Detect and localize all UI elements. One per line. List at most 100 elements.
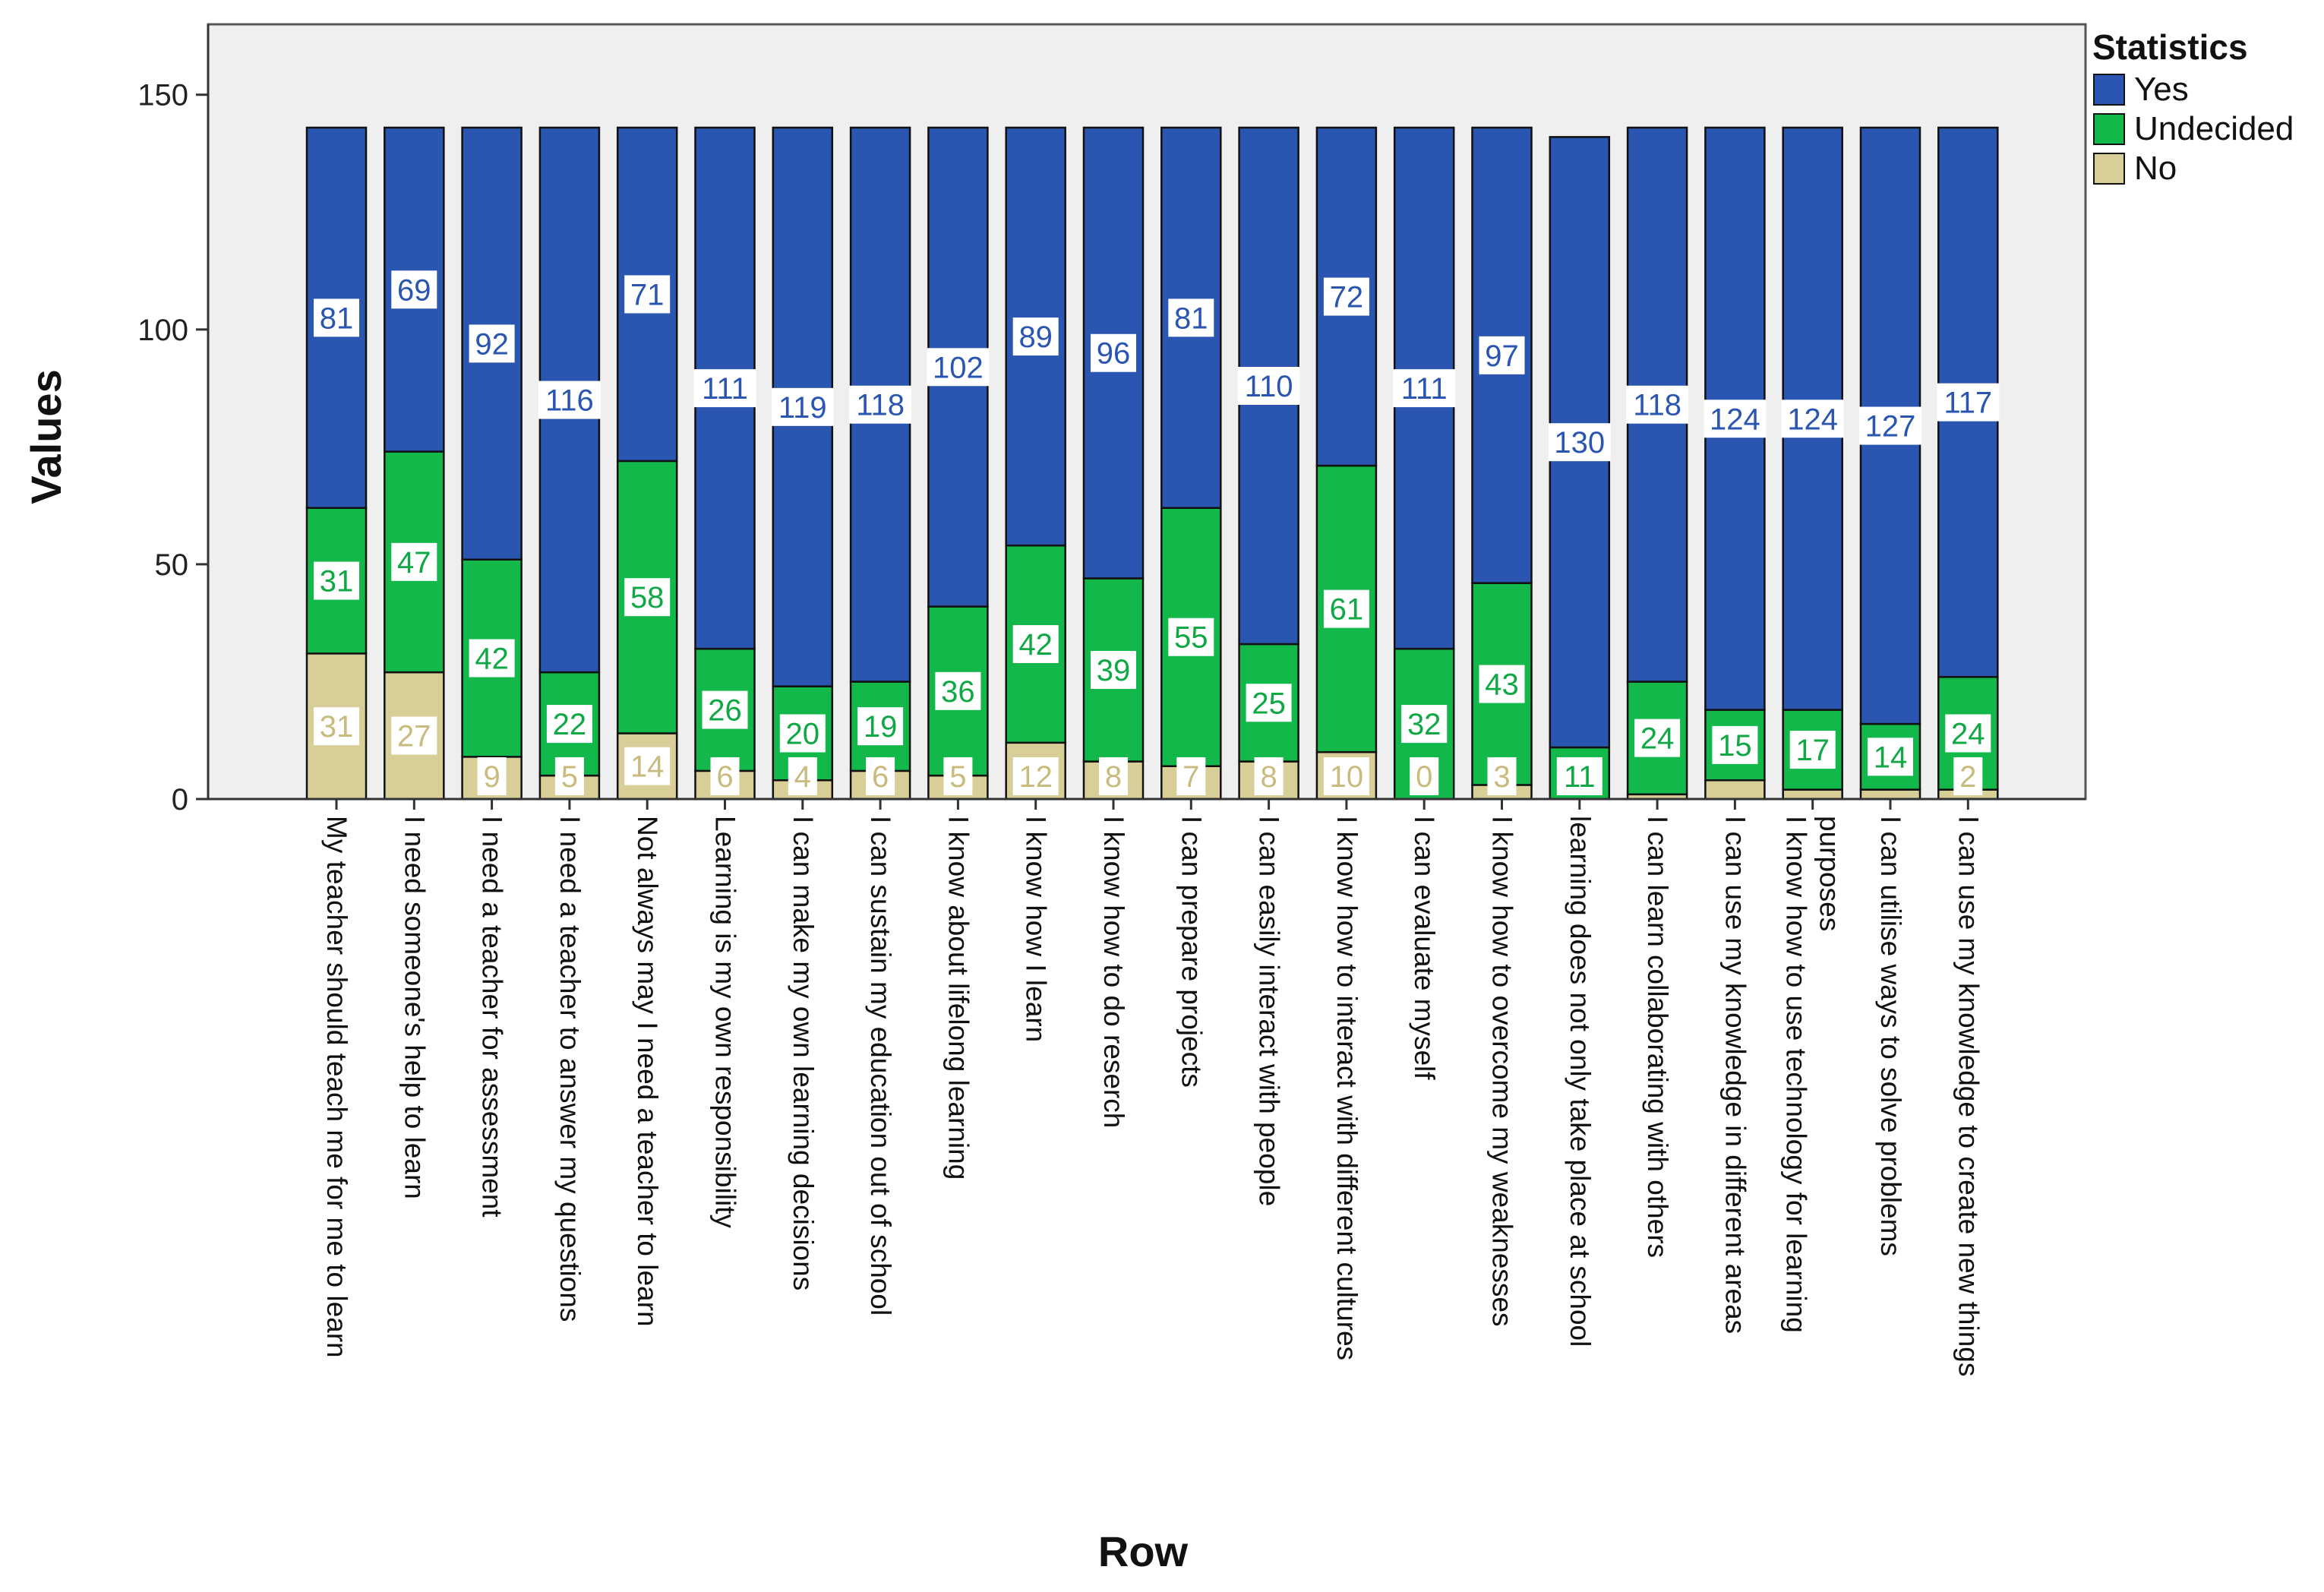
data-label-yes: 102 [933, 351, 984, 384]
x-category-label: I know how to overcome my weaknesses [1487, 816, 1518, 1326]
data-label-background [1487, 757, 1517, 795]
data-label-background [1712, 725, 1758, 764]
data-label-yes: 96 [1097, 337, 1131, 371]
data-label-no: 14 [630, 750, 665, 784]
data-label-undecided: 26 [708, 694, 742, 728]
data-label-background [1099, 757, 1128, 795]
x-category-label: I can utilise ways to solve problems [1875, 816, 1906, 1256]
y-tick-label: 150 [137, 79, 188, 112]
data-label-background [857, 707, 904, 746]
data-label-yes: 118 [856, 389, 905, 422]
data-label-no: 5 [949, 760, 966, 794]
legend-swatch-yes [2093, 74, 2125, 106]
data-label-background [1479, 665, 1525, 703]
data-label-background [1323, 589, 1369, 628]
x-category-label: I can learn collaborating with others [1642, 816, 1673, 1258]
data-label-background [1246, 684, 1292, 722]
data-label-no: 3 [1493, 760, 1510, 794]
data-label-no: 7 [1183, 760, 1199, 794]
data-label-background [1868, 738, 1913, 776]
data-label-background [1176, 757, 1206, 795]
data-label-undecided: 42 [1018, 628, 1053, 662]
data-label-undecided: 11 [1564, 760, 1596, 794]
x-category-label: Not always may I need a teacher to learn [632, 816, 663, 1327]
data-label-yes: 111 [702, 372, 748, 406]
x-category-label: I need a teacher to answer my questions [554, 816, 586, 1322]
data-label-undecided: 25 [1252, 687, 1286, 720]
data-label-yes: 69 [397, 273, 431, 307]
data-label-yes: 127 [1865, 410, 1916, 444]
data-label-yes: 81 [1174, 302, 1208, 335]
data-label-no: 6 [872, 760, 889, 794]
data-label-background [927, 348, 990, 387]
data-label-yes: 118 [1633, 389, 1681, 422]
data-label-undecided: 14 [1874, 741, 1908, 774]
data-label-undecided: 20 [786, 717, 820, 750]
data-label-no: 31 [320, 710, 354, 744]
data-label-background [1626, 385, 1689, 424]
x-category-label: I can make my own learning decisions [788, 816, 819, 1290]
data-label-background [1953, 757, 1983, 795]
x-category-label: learning does not only take place at sch… [1565, 816, 1596, 1347]
data-label-yes: 72 [1330, 281, 1364, 314]
data-label-background [314, 707, 359, 746]
data-label-background [314, 298, 359, 337]
data-label-background [1091, 333, 1136, 372]
data-label-undecided: 61 [1330, 593, 1364, 627]
data-label-background [710, 757, 740, 795]
x-category-label: I can prepare projects [1176, 816, 1207, 1088]
data-label-background [1168, 618, 1214, 656]
data-label-background [477, 757, 507, 795]
data-label-background [779, 714, 826, 753]
data-label-background [1789, 731, 1836, 769]
data-label-background [1479, 336, 1525, 374]
data-label-background [702, 690, 748, 729]
data-label-background [546, 705, 592, 744]
y-tick-label: 0 [172, 783, 188, 817]
data-label-background [1634, 719, 1681, 757]
data-label-background [1937, 383, 2000, 422]
data-label-no: 8 [1105, 760, 1122, 794]
data-label-background [1945, 714, 1991, 753]
data-label-no: 8 [1260, 760, 1277, 794]
x-category-label: purposes [1814, 816, 1846, 931]
bar-segment-no [1859, 788, 1921, 801]
data-label-no: 6 [716, 760, 733, 794]
legend-label-no: No [2134, 150, 2177, 187]
data-label-undecided: 47 [397, 546, 431, 580]
data-label-yes: 89 [1018, 321, 1053, 354]
data-label-background [624, 747, 671, 785]
data-label-background [469, 324, 515, 363]
data-label-undecided: 43 [1485, 668, 1519, 702]
data-label-background [1168, 298, 1214, 337]
data-label-background [314, 561, 359, 600]
x-category-label: I know how to do reserch [1098, 816, 1129, 1128]
data-label-background [538, 381, 601, 419]
data-label-yes: 111 [1401, 372, 1448, 406]
data-label-yes: 124 [1787, 403, 1838, 436]
data-label-background [1237, 367, 1300, 405]
data-label-yes: 116 [545, 384, 594, 418]
data-label-background [1393, 369, 1456, 408]
x-category-label: I can evaluate myself [1409, 816, 1440, 1080]
data-label-background [1323, 757, 1369, 795]
x-category-label: I know how to use technology for learnin… [1781, 816, 1812, 1333]
data-label-background [1859, 406, 1921, 445]
data-label-background [1401, 705, 1448, 744]
data-label-undecided: 19 [864, 710, 898, 744]
data-label-undecided: 32 [1407, 708, 1441, 741]
data-label-undecided: 36 [941, 675, 975, 709]
x-category-label: My teacher should teach me for me to lea… [321, 816, 352, 1358]
data-label-yes: 92 [475, 327, 509, 361]
data-label-background [1323, 277, 1369, 316]
legend-swatch-undecided [2093, 113, 2125, 145]
data-label-undecided: 58 [630, 581, 665, 614]
x-axis-title: Row [1098, 1527, 1189, 1575]
legend-label-undecided: Undecided [2134, 110, 2294, 147]
data-label-yes: 97 [1485, 340, 1519, 373]
x-category-label: I can easily interact with people [1254, 816, 1285, 1206]
data-label-undecided: 17 [1795, 734, 1830, 767]
data-label-no: 4 [794, 760, 811, 794]
data-label-undecided: 39 [1097, 654, 1131, 687]
